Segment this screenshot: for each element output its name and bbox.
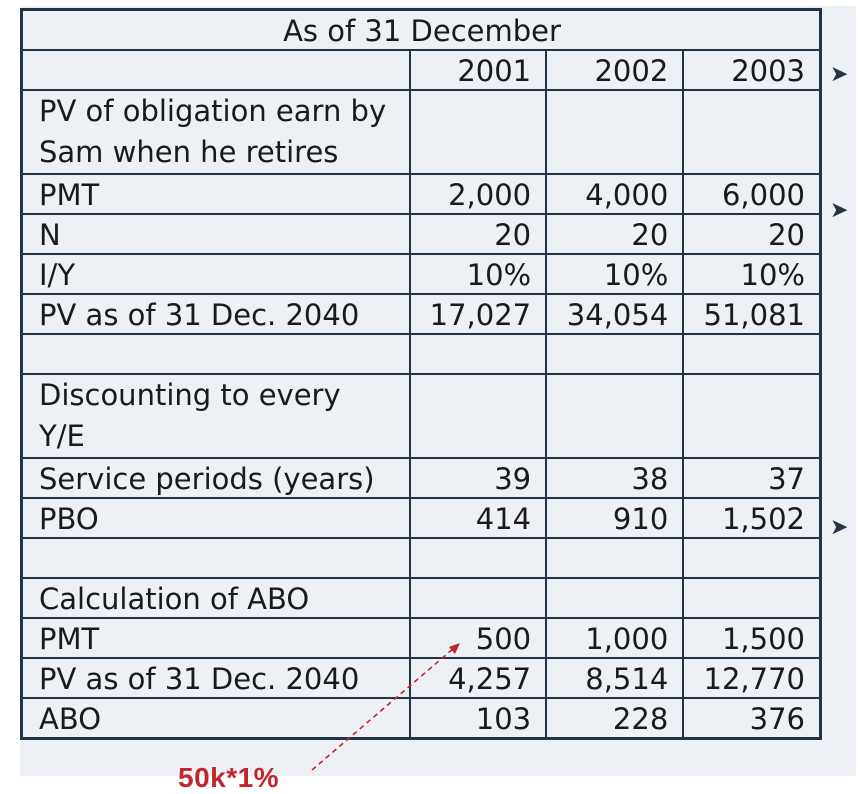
table-row: PMT 2,000 4,000 6,000 bbox=[20, 173, 822, 215]
cell bbox=[682, 537, 822, 579]
cell bbox=[408, 577, 548, 619]
table-row: PV as of 31 Dec. 2040 17,027 34,054 51,0… bbox=[20, 293, 822, 335]
row-label: Discounting to every Y/E bbox=[20, 373, 411, 459]
row-label: I/Y bbox=[20, 253, 411, 295]
row-label: PMT bbox=[20, 173, 411, 215]
bullet-arrow-icon: ➤ bbox=[830, 62, 849, 87]
row-label: ABO bbox=[20, 697, 411, 740]
cell bbox=[408, 537, 548, 579]
pension-obligation-table: As of 31 December 2001 2002 2003 PV of o… bbox=[20, 8, 822, 740]
cell: 39 bbox=[408, 457, 548, 499]
cell: 38 bbox=[545, 457, 685, 499]
year-header-2001: 2001 bbox=[408, 49, 548, 91]
row-label: PV of obligation earn by Sam when he ret… bbox=[20, 89, 411, 175]
row-label: PV as of 31 Dec. 2040 bbox=[20, 657, 411, 699]
cell: 4,257 bbox=[408, 657, 548, 699]
cell: 1,000 bbox=[545, 617, 685, 659]
cell: 1,502 bbox=[682, 497, 822, 539]
cell: 228 bbox=[545, 697, 685, 740]
table-title-row: As of 31 December bbox=[20, 8, 822, 51]
cell: 414 bbox=[408, 497, 548, 539]
cell bbox=[545, 577, 685, 619]
spacer-row bbox=[20, 333, 822, 375]
cell: 1,500 bbox=[682, 617, 822, 659]
row-label: PMT bbox=[20, 617, 411, 659]
table-row: PV as of 31 Dec. 2040 4,257 8,514 12,770 bbox=[20, 657, 822, 699]
cell: 20 bbox=[545, 213, 685, 255]
table-row: Service periods (years) 39 38 37 bbox=[20, 457, 822, 499]
year-header-label bbox=[20, 49, 411, 91]
cell: 51,081 bbox=[682, 293, 822, 335]
row-label: Service periods (years) bbox=[20, 457, 411, 499]
annotation-label: 50k*1% bbox=[178, 762, 280, 793]
cell bbox=[682, 333, 822, 375]
cell: 10% bbox=[408, 253, 548, 295]
table-row: Discounting to every Y/E bbox=[20, 373, 822, 459]
cell: 12,770 bbox=[682, 657, 822, 699]
table-row: PMT 500 1,000 1,500 bbox=[20, 617, 822, 659]
year-header-2003: 2003 bbox=[682, 49, 822, 91]
table-row: Calculation of ABO bbox=[20, 577, 822, 619]
cell bbox=[545, 373, 685, 459]
cell: 4,000 bbox=[545, 173, 685, 215]
table-row: I/Y 10% 10% 10% bbox=[20, 253, 822, 295]
spacer-row bbox=[20, 537, 822, 579]
cell: 34,054 bbox=[545, 293, 685, 335]
table-row: ABO 103 228 376 bbox=[20, 697, 822, 740]
cell: 10% bbox=[545, 253, 685, 295]
cell bbox=[545, 537, 685, 579]
cell bbox=[545, 333, 685, 375]
cell bbox=[682, 373, 822, 459]
year-header-2002: 2002 bbox=[545, 49, 685, 91]
row-label: PBO bbox=[20, 497, 411, 539]
table-row: PBO 414 910 1,502 bbox=[20, 497, 822, 539]
cell: 37 bbox=[682, 457, 822, 499]
bullet-arrow-icon: ➤ bbox=[830, 198, 849, 223]
row-label: PV as of 31 Dec. 2040 bbox=[20, 293, 411, 335]
cell bbox=[408, 89, 548, 175]
table-title: As of 31 December bbox=[20, 8, 822, 51]
year-header-row: 2001 2002 2003 bbox=[20, 49, 822, 91]
cell: 376 bbox=[682, 697, 822, 740]
cell: 2,000 bbox=[408, 173, 548, 215]
bullet-arrow-icon: ➤ bbox=[830, 515, 849, 540]
cell bbox=[408, 333, 548, 375]
cell: 20 bbox=[682, 213, 822, 255]
cell: 103 bbox=[408, 697, 548, 740]
cell: 20 bbox=[408, 213, 548, 255]
cell bbox=[682, 89, 822, 175]
cell: 8,514 bbox=[545, 657, 685, 699]
cell: 6,000 bbox=[682, 173, 822, 215]
row-label bbox=[20, 333, 411, 375]
cell bbox=[682, 577, 822, 619]
table-row: PV of obligation earn by Sam when he ret… bbox=[20, 89, 822, 175]
cell: 500 bbox=[408, 617, 548, 659]
cell: 17,027 bbox=[408, 293, 548, 335]
row-label: N bbox=[20, 213, 411, 255]
cell: 910 bbox=[545, 497, 685, 539]
row-label: Calculation of ABO bbox=[20, 577, 411, 619]
cell bbox=[408, 373, 548, 459]
row-label bbox=[20, 537, 411, 579]
cell: 10% bbox=[682, 253, 822, 295]
cell bbox=[545, 89, 685, 175]
table-row: N 20 20 20 bbox=[20, 213, 822, 255]
